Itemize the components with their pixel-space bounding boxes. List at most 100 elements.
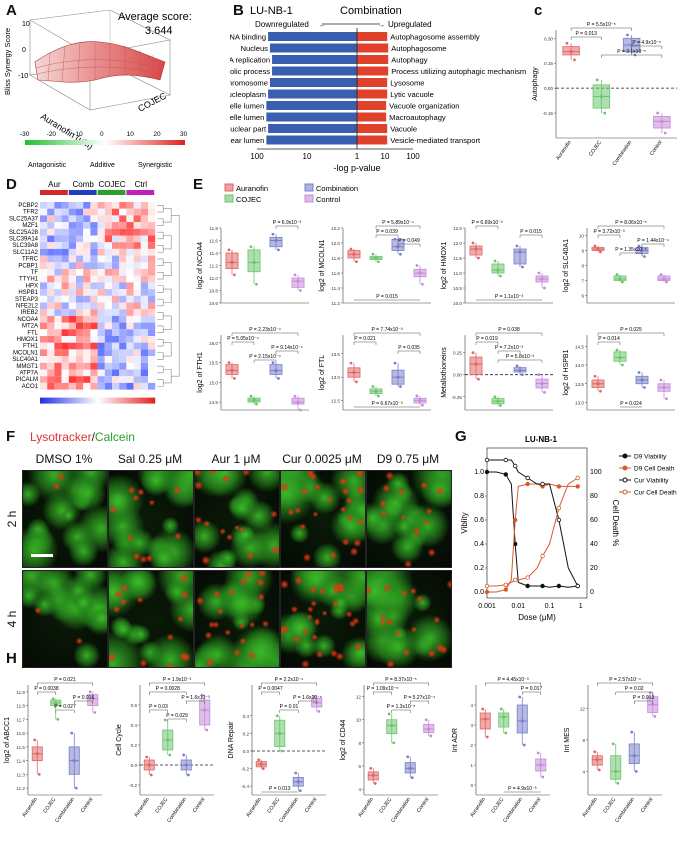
heatmap-cell: [47, 369, 55, 377]
data-point: [406, 755, 410, 759]
synergy-surface: [34, 41, 166, 83]
x-tick-label: Control: [80, 797, 95, 814]
heatmap-cell: [112, 322, 120, 330]
data-point: [593, 244, 597, 248]
data-point: [484, 583, 490, 589]
data-point: [271, 361, 275, 365]
pvalue-label: P = 0.021: [354, 336, 376, 342]
data-point: [377, 260, 380, 264]
data-point: [54, 701, 58, 705]
data-point: [474, 362, 478, 366]
heatmap-cell: [97, 262, 105, 269]
surface-z-label: Bliss Synergy Score: [3, 28, 12, 95]
heatmap-cell: [40, 255, 48, 263]
up-term-label: Autophagosome assembly: [390, 33, 480, 42]
data-point: [481, 707, 485, 711]
heatmap-cell: [40, 356, 48, 363]
data-point: [595, 758, 599, 762]
surface-z-tick: -10: [18, 73, 28, 80]
heatmap-cell: [76, 309, 84, 316]
data-point: [392, 741, 396, 745]
enrichment-bar-chart: LU-NB-1 Combination Downregulated Upregulat…: [161, 5, 526, 173]
heatmap-cell: [148, 382, 156, 390]
heatmap-cell: [140, 242, 148, 249]
heatmap-cell: [104, 222, 112, 229]
heatmap-cell: [126, 235, 134, 243]
heatmap-cell: [104, 262, 112, 269]
heatmap-cell: [148, 302, 156, 310]
data-point: [203, 708, 207, 712]
dendrogram-branch: [163, 342, 172, 357]
y-tick-label: 12.0: [453, 241, 462, 246]
heatmap-cell: [112, 262, 120, 269]
heatmap-cell: [61, 315, 69, 323]
dendrogram-branch: [157, 325, 164, 333]
legend-marker: [622, 477, 628, 483]
heatmap-cell: [68, 222, 76, 229]
data-point: [396, 375, 400, 379]
surface-z-tick: 10: [22, 21, 30, 28]
heatmap-cell: [61, 349, 69, 357]
down-bar: [266, 101, 357, 110]
series-line: [487, 459, 579, 587]
heatmap-cell: [97, 202, 105, 209]
heatmap-cell: [112, 202, 120, 209]
box: [516, 704, 528, 734]
heatmap-cell: [140, 362, 148, 370]
y-tick-label: 0.4: [243, 714, 250, 719]
data-point: [200, 693, 204, 697]
series-line: [487, 477, 578, 587]
heatmap-cell: [54, 295, 62, 303]
heatmap-cell: [76, 362, 84, 370]
heatmap-cell: [97, 302, 105, 310]
heatmap-cell: [83, 242, 91, 249]
gene-label: TFR2: [23, 210, 39, 216]
heatmap-cell: [119, 302, 127, 310]
data-point: [630, 730, 634, 734]
heatmap-cell: [90, 315, 98, 323]
group-label: COJEC: [98, 180, 125, 189]
heatmap-cell: [119, 309, 127, 316]
y-axis-label: log2 of NCOA4: [197, 242, 204, 289]
data-point: [483, 717, 487, 721]
panel-label-e: E: [193, 176, 204, 193]
gene-label: HPX: [26, 283, 38, 289]
data-point: [227, 248, 231, 252]
scale-bar: [31, 554, 53, 557]
heatmap-cell: [104, 376, 112, 383]
heatmap-cell: [90, 322, 98, 330]
heatmap-cell: [40, 208, 48, 216]
data-point: [575, 484, 580, 489]
heatmap-cell: [47, 342, 55, 350]
heatmap-cell: [119, 248, 127, 256]
y2-axis-label: Cell Death %: [611, 500, 620, 547]
heatmap-cell: [133, 342, 141, 350]
heatmap-cell: [126, 289, 134, 296]
data-point: [503, 457, 509, 463]
panel-b-enrichment: LU-NB-1 Combination Downregulated Upregulat…: [161, 0, 530, 175]
heatmap-cell: [119, 315, 127, 323]
pvalue-label: P = 1.09x10⁻⁵: [367, 686, 398, 692]
up-bar: [357, 101, 387, 110]
data-point: [556, 517, 562, 523]
data-point: [418, 399, 422, 403]
down-bar: [268, 124, 357, 133]
heatmap-cell: [126, 356, 134, 363]
data-point: [499, 274, 502, 278]
panel-c-autophagy: 0.30 0.15 0.00 -0.15 Autophagy Auranofin COJEC…: [532, 8, 685, 175]
colorbar-tick: 30: [180, 131, 188, 138]
heatmap-cell: [90, 262, 98, 269]
x-tick-label: Combination: [166, 797, 188, 824]
heatmap-cell: [148, 262, 156, 269]
heatmap-cell: [97, 215, 105, 223]
data-point: [33, 738, 37, 742]
data-point: [484, 589, 490, 595]
x-tick-label: Auranofin: [245, 797, 263, 819]
data-point: [387, 712, 391, 716]
y2-tick-label: 100: [590, 469, 602, 476]
heatmap-cell: [140, 248, 148, 256]
heatmap-cell: [140, 222, 148, 229]
pvalue-label: P = 2.57x10⁻⁴: [609, 677, 641, 683]
x-tick-label: Auranofin: [581, 797, 599, 819]
data-point: [525, 475, 530, 481]
